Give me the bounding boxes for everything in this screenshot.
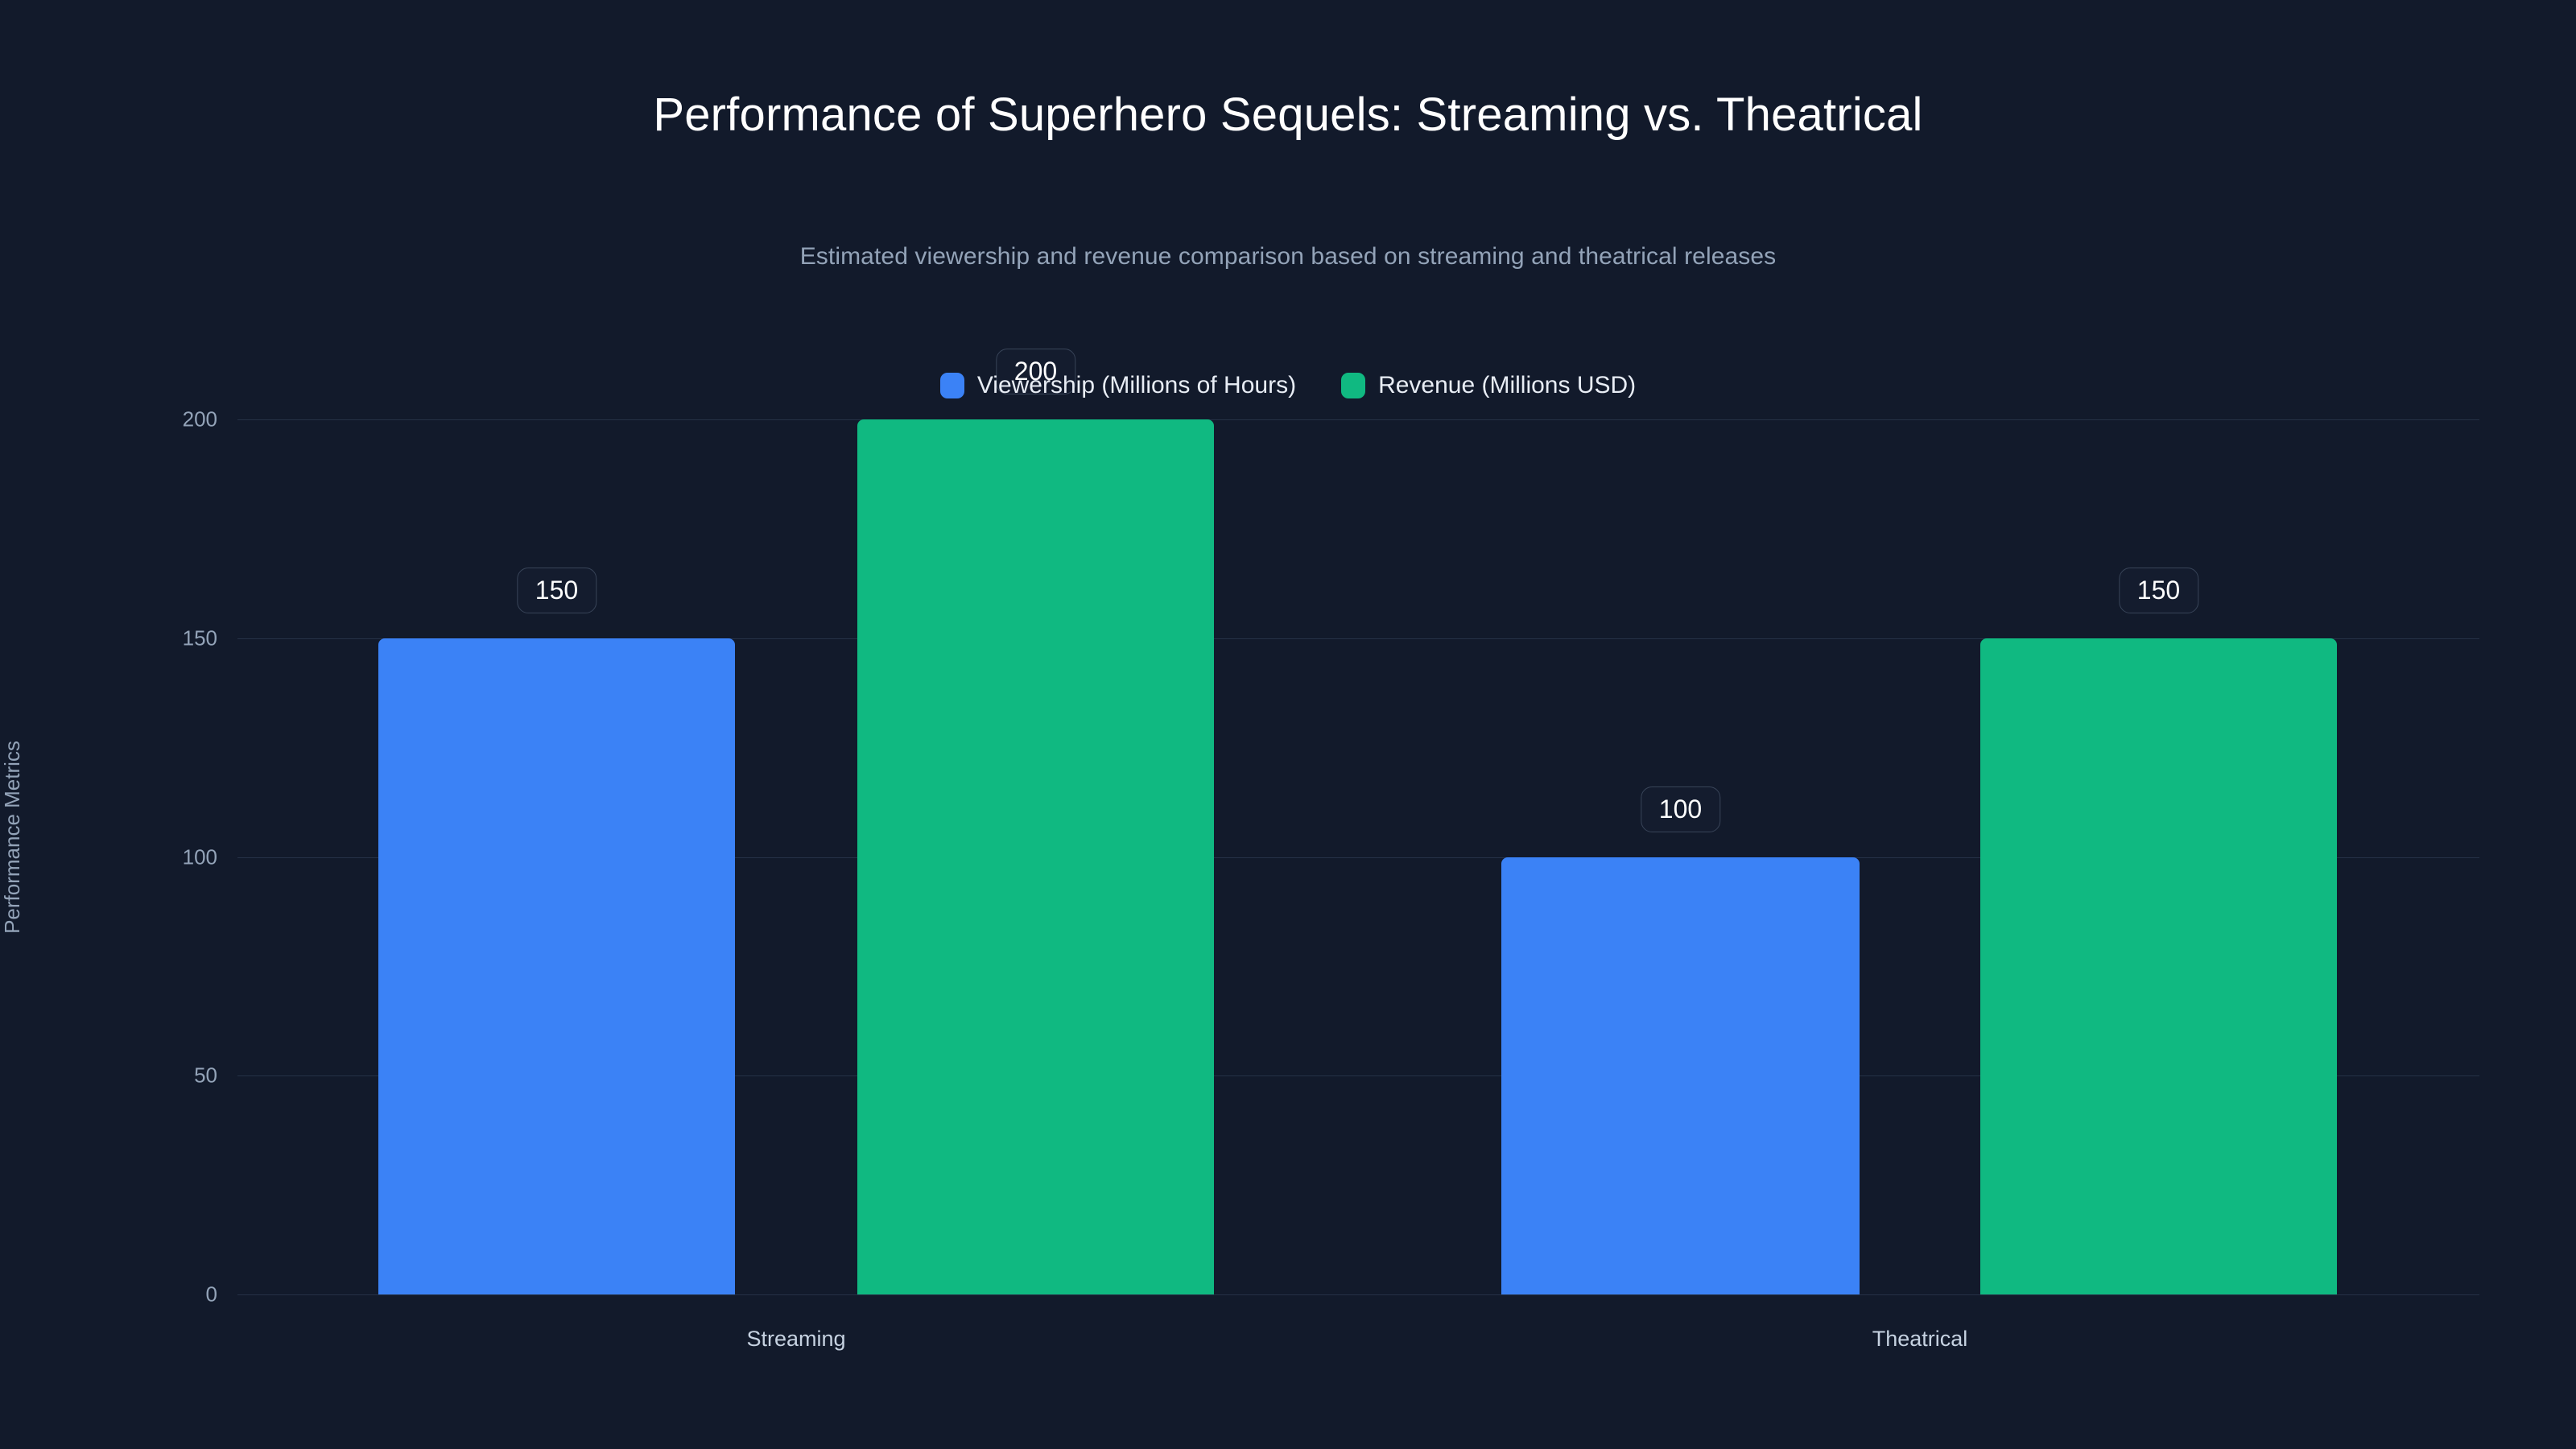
gridline bbox=[237, 638, 2479, 639]
legend-item-revenue[interactable]: Revenue (Millions USD) bbox=[1341, 372, 1636, 399]
legend-item-label: Revenue (Millions USD) bbox=[1378, 372, 1637, 398]
data-label-badge: 100 bbox=[1640, 786, 1721, 832]
x-axis-category-streaming: Streaming bbox=[746, 1327, 846, 1351]
gridline bbox=[237, 857, 2479, 858]
legend-swatch-icon bbox=[1341, 373, 1366, 398]
legend-swatch-icon bbox=[939, 373, 964, 398]
legend-item-viewership[interactable]: Viewership (Millions of Hours) bbox=[939, 372, 1297, 399]
chart-legend: Viewership (Millions of Hours) Revenue (M… bbox=[0, 372, 2576, 399]
data-label-badge: 150 bbox=[516, 567, 597, 613]
y-axis-title: Performance Metrics bbox=[0, 741, 24, 934]
gridline bbox=[237, 1294, 2479, 1295]
y-axis-tick: 50 bbox=[194, 1063, 217, 1088]
bar-theatrical-viewership[interactable] bbox=[1501, 857, 1860, 1294]
y-axis-tick-labels: 0 50 100 150 200 bbox=[137, 407, 217, 1307]
data-label-badge: 150 bbox=[2118, 567, 2199, 613]
plot-area bbox=[237, 419, 2479, 1295]
y-axis-tick: 100 bbox=[182, 844, 217, 869]
bar-streaming-viewership[interactable] bbox=[378, 638, 735, 1294]
y-axis-tick: 150 bbox=[182, 625, 217, 650]
gridline bbox=[237, 1075, 2479, 1077]
legend-item-label: Viewership (Millions of Hours) bbox=[976, 372, 1297, 398]
data-label-badge: 200 bbox=[995, 349, 1076, 395]
bar-streaming-revenue[interactable] bbox=[857, 419, 1214, 1294]
chart-subtitle: Estimated viewership and revenue compari… bbox=[799, 243, 1777, 270]
bar-theatrical-revenue[interactable] bbox=[1980, 638, 2337, 1294]
y-axis-tick: 200 bbox=[182, 407, 217, 431]
gridline bbox=[237, 419, 2479, 420]
chart-title: Performance of Superhero Sequels: Stream… bbox=[653, 89, 1923, 141]
x-axis-category-theatrical: Theatrical bbox=[1872, 1327, 1968, 1351]
y-axis-tick: 0 bbox=[205, 1282, 217, 1307]
